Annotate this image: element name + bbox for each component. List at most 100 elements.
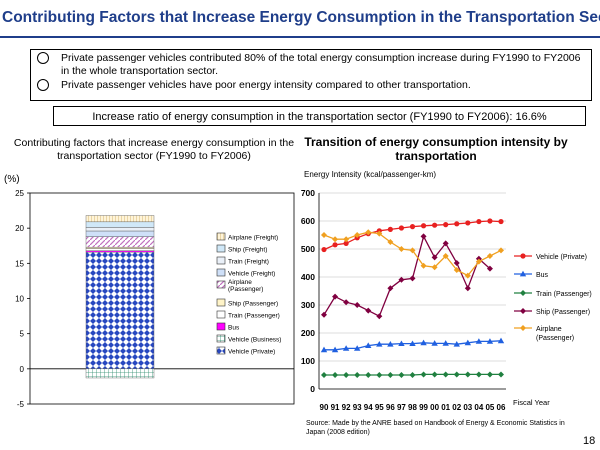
left-y-tick-label: 0 (20, 365, 25, 374)
series-point (398, 372, 405, 378)
series-point (354, 302, 361, 308)
series-point (332, 242, 338, 248)
series-point (409, 275, 416, 282)
legend-label: Ship (Passenger) (228, 301, 278, 308)
bullet-circle-icon (37, 52, 49, 64)
legend-label: Airplane (228, 279, 252, 286)
legend-swatch (216, 298, 226, 307)
right-x-axis-title: Fiscal Year (513, 398, 550, 407)
right-x-tick-label: 93 (353, 403, 362, 412)
series-point (475, 338, 483, 344)
left-y-tick-label: 10 (15, 295, 24, 304)
series-point (431, 371, 438, 378)
series-line (323, 234, 491, 318)
series-point (398, 246, 405, 252)
legend-swatch (216, 256, 226, 265)
series-point (453, 267, 460, 273)
series-airplane-passenger (321, 229, 504, 279)
series-point (365, 372, 372, 378)
series-point (387, 285, 394, 292)
right-y-tick-label: 400 (301, 272, 315, 282)
bullet-text: Private passenger vehicles contributed 8… (61, 52, 581, 77)
series-point (387, 239, 394, 245)
bar-segment-train-passenger (85, 248, 155, 251)
series-point (454, 221, 460, 227)
right-x-tick-label: 02 (452, 403, 461, 412)
right-x-tick-label: 95 (375, 403, 384, 412)
right-y-tick-label: 600 (301, 216, 315, 226)
series-point (519, 270, 527, 277)
series-point (398, 340, 405, 347)
legend-label: Vehicle (Freight) (228, 271, 275, 278)
left-y-axis-title: (%) (4, 174, 20, 185)
legend-swatch (216, 244, 226, 253)
series-point (431, 254, 438, 261)
bullet-circle-icon (37, 79, 49, 91)
legend-swatch (216, 322, 226, 331)
legend-swatch (216, 280, 226, 289)
series-point (442, 240, 449, 247)
series-point (420, 223, 427, 229)
series-point (409, 340, 416, 347)
legend-label: Bus (536, 272, 549, 279)
legend-swatch (216, 232, 226, 241)
series-point (342, 345, 350, 351)
series-point (376, 313, 383, 320)
right-x-tick-label: 04 (474, 403, 483, 412)
page-title: Contributing Factors that Increase Energ… (2, 9, 600, 26)
summary-box: Private passenger vehicles contributed 8… (30, 49, 592, 101)
legend-label: Airplane (536, 326, 562, 333)
bar-segment-train-freight (85, 227, 155, 232)
page-number: 18 (583, 435, 596, 447)
right-y-tick-label: 300 (301, 300, 315, 310)
series-point (343, 299, 350, 306)
series-point (321, 232, 327, 238)
series-point (376, 341, 383, 347)
right-x-tick-label: 97 (397, 403, 406, 412)
right-y-tick-label: 500 (301, 244, 315, 254)
right-x-tick-label: 91 (331, 403, 340, 412)
right-x-tick-label: 01 (441, 403, 450, 412)
right-x-tick-label: 96 (386, 403, 395, 412)
legend-label: (Passenger) (228, 286, 263, 293)
legend-swatch (216, 310, 226, 319)
bullet-item: Private passenger vehicles contributed 8… (37, 52, 585, 78)
series-point (442, 253, 449, 259)
legend-label: Vehicle (Business) (228, 337, 281, 344)
series-point (343, 240, 349, 246)
series-point (332, 293, 339, 300)
series-point (365, 307, 372, 314)
left-plot-frame (29, 192, 295, 405)
legend-label: Ship (Freight) (228, 247, 267, 254)
right-y-tick-label: 0 (310, 384, 315, 394)
series-point (520, 253, 526, 259)
right-x-tick-label: 03 (463, 403, 472, 412)
bar-segment-bus (85, 250, 155, 253)
series-point (498, 218, 504, 225)
series-point (321, 246, 327, 253)
left-y-tick-label: 15 (15, 259, 24, 268)
bar-segment-ship-passenger (85, 246, 155, 249)
bar-segment-ship-freight (85, 221, 155, 228)
series-point (432, 222, 438, 228)
series-train-passenger (321, 371, 504, 378)
series-point (420, 262, 427, 269)
series-point (387, 341, 394, 347)
right-x-tick-label: 06 (497, 403, 506, 412)
series-point (442, 371, 449, 378)
source-note: Source: Made by the ANRE based on Handbo… (306, 420, 565, 436)
series-point (332, 236, 339, 243)
right-x-tick-label: 00 (430, 403, 439, 412)
series-point (354, 232, 361, 238)
series-point (520, 290, 526, 296)
bar-segment-vehicle-freight (85, 230, 155, 237)
bullet-text: Private passenger vehicles have poor ene… (61, 79, 471, 91)
legend-label: Train (Passenger) (228, 313, 280, 320)
series-point (365, 342, 372, 348)
legend-label: Ship (Passenger) (536, 309, 590, 316)
series-point (464, 285, 471, 292)
series-point (486, 253, 493, 259)
right-y-tick-label: 200 (301, 328, 315, 338)
series-point (321, 372, 327, 378)
